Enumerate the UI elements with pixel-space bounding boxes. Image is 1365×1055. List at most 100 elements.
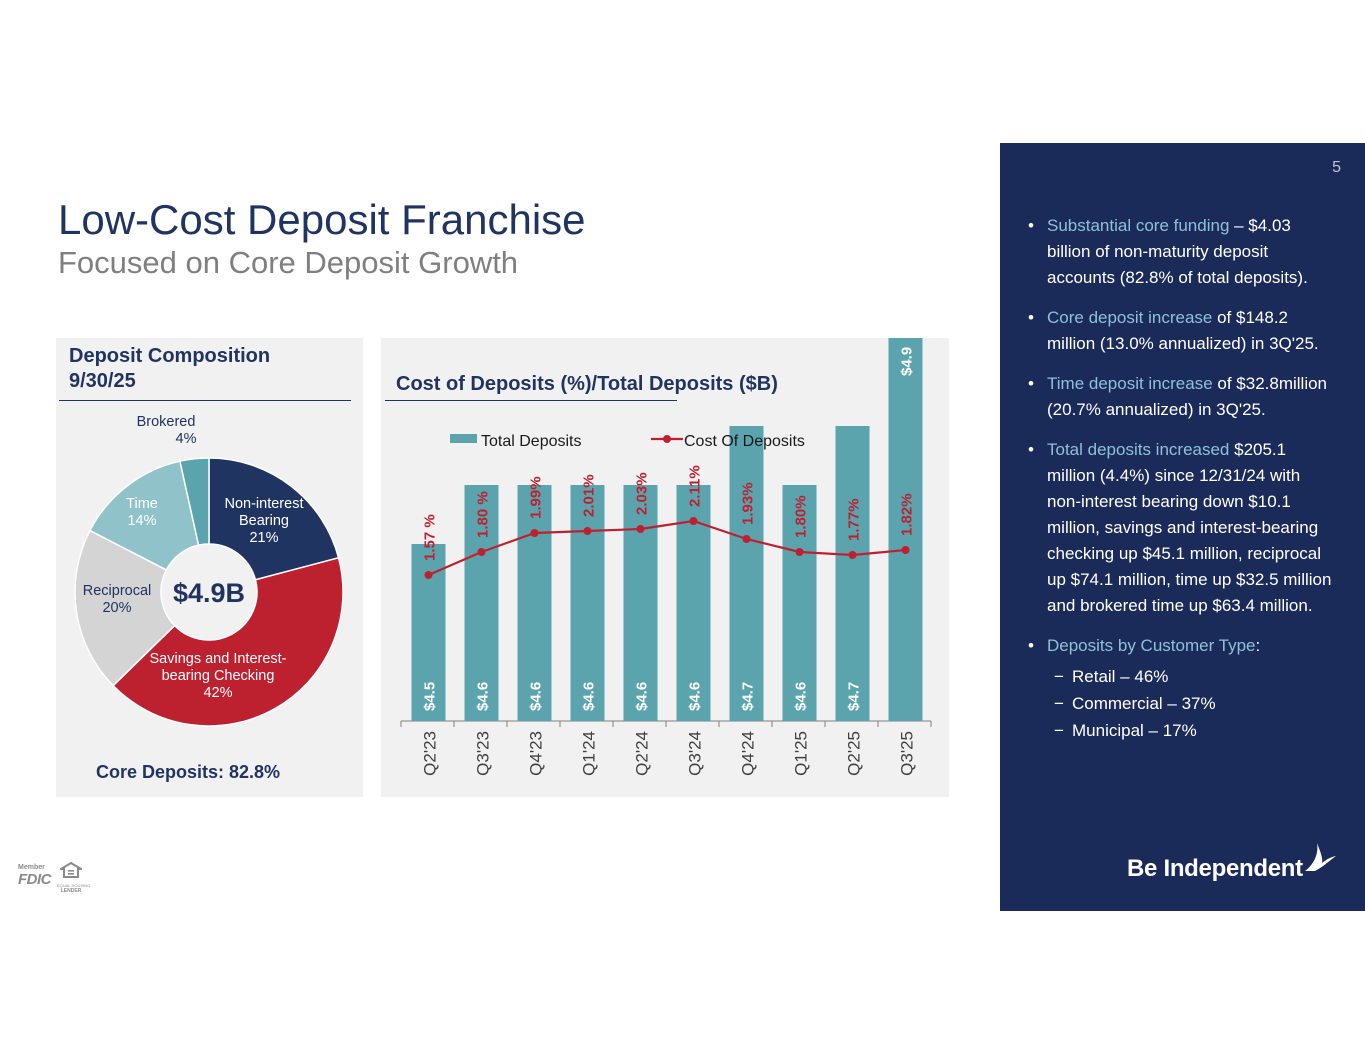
fdic-member-label: Member [18, 864, 45, 871]
highlight-customer-type: Deposits by Customer Type: Retail – 46% … [1028, 633, 1333, 744]
x-tick-label: Q3'24 [686, 731, 705, 776]
x-tick-label: Q3'25 [898, 731, 917, 776]
legend-marker-cost-of-deposits [663, 435, 671, 443]
equal-housing-lender-badge: EQUAL HOUSING LENDER [57, 861, 91, 894]
cost-of-deposits-line [428, 519, 906, 577]
x-tick-label: Q2'24 [633, 731, 652, 776]
equal-housing-label-2: LENDER [60, 888, 82, 894]
deposit-composition-panel: Deposit Composition 9/30/25 Non-interest… [56, 338, 363, 797]
slice-label: 20% [102, 600, 131, 616]
cost-of-deposits-label: 1.99% [528, 476, 545, 519]
x-tick-label: Q1'24 [580, 731, 599, 776]
donut-slice [179, 457, 210, 547]
x-tick-label: Q3'23 [474, 731, 493, 776]
deposit-bar-label: $4.5 [422, 682, 439, 711]
slice-label: 21% [249, 530, 278, 546]
cost-of-deposits-label: 1.77% [846, 498, 863, 541]
donut-slice [112, 556, 344, 727]
highlight-core-deposit-increase-label: Core deposit increase [1047, 308, 1213, 327]
brand-logo-text: Be Independent [1127, 855, 1303, 882]
core-deposits-label: Core Deposits: 82.8% [96, 762, 281, 782]
deposit-bar [888, 338, 923, 721]
deposit-bar-label: $4.6 [528, 682, 545, 711]
legend-swatch-total-deposits [450, 434, 477, 443]
slice-label: Reciprocal [83, 583, 152, 599]
deposit-composition-rule [59, 400, 351, 401]
customer-type-item: Commercial – 37% [1047, 690, 1333, 717]
slice-label: Non-interest [225, 496, 304, 512]
deposit-bar [570, 485, 605, 721]
highlight-total-deposits-text: $205.1 million (4.4%) since 12/31/24 wit… [1047, 440, 1332, 615]
x-tick-label: Q4'23 [527, 731, 546, 776]
cost-of-deposits-label: 1.93% [740, 482, 757, 525]
cost-of-deposits-point [583, 527, 592, 535]
brand-logo: Be Independent [1127, 843, 1336, 883]
legend-label-total-deposits: Total Deposits [481, 433, 582, 450]
cost-of-deposits-point [848, 551, 857, 559]
x-tick-label: Q4'24 [739, 731, 758, 776]
slice-label: Bearing [239, 513, 289, 529]
cost-of-deposits-point [636, 525, 645, 533]
donut-center-label: $4.9B [173, 578, 245, 608]
page-title: Low-Cost Deposit Franchise [58, 196, 586, 243]
slice-label: 4% [176, 431, 197, 447]
slice-label: 42% [203, 685, 232, 701]
cost-of-deposits-label: 2.11% [687, 465, 704, 507]
cost-of-deposits-label: 2.03% [634, 472, 651, 515]
x-tick-label: Q2'25 [845, 731, 864, 776]
deposit-bar-label: $4.6 [793, 682, 810, 711]
cost-of-deposits-label: 2.01% [581, 474, 598, 517]
highlight-total-deposits-label: Total deposits increased [1047, 440, 1230, 459]
deposit-composition-title-line1: Deposit Composition [69, 345, 271, 367]
deposit-bar-label: $4.6 [634, 682, 651, 711]
deposit-bar [782, 485, 817, 721]
cost-of-deposits-label: 1.80% [793, 495, 810, 538]
deposit-bar [517, 485, 552, 721]
cost-of-deposits-label: 1.57 % [422, 514, 439, 561]
deposit-composition-title-line2: 9/30/25 [69, 370, 136, 392]
highlight-customer-type-text: : [1255, 636, 1261, 655]
slice-label: Savings and Interest- [149, 651, 286, 667]
cost-of-deposits-chart: $4.5 Q2'23 $4.6 Q3'23 $4.6 Q4'23 $4.6 Q1'24 $4.6… [400, 338, 932, 776]
customer-type-item: Municipal – 17% [1047, 717, 1333, 744]
highlight-core-funding-text: – $4.03 billion of non-maturity deposit … [1047, 216, 1308, 287]
fdic-label: FDIC [18, 871, 52, 888]
deposit-bar-label: $4.6 [581, 682, 598, 711]
deposit-bar-label: $4.6 [475, 682, 492, 711]
equal-housing-icon [57, 861, 85, 878]
cost-of-deposits-point [795, 548, 804, 556]
page-number: 5 [1332, 159, 1341, 176]
highlight-core-funding-label: Substantial core funding [1047, 216, 1230, 235]
cost-of-deposits-point [530, 529, 539, 537]
legend-label-cost-of-deposits: Cost Of Deposits [684, 433, 805, 450]
slice-label: 14% [127, 513, 156, 529]
deposit-bar [623, 485, 658, 721]
deposit-bar-label: $4.6 [687, 682, 704, 711]
highlight-core-deposit-increase: Core deposit increase of $148.2 million … [1028, 305, 1333, 357]
highlight-time-deposit-increase: Time deposit increase of $32.8million (2… [1028, 371, 1333, 423]
page-subtitle: Focused on Core Deposit Growth [58, 245, 519, 280]
highlight-customer-type-label: Deposits by Customer Type [1047, 636, 1256, 655]
highlights-sidebar: 5 Substantial core funding – $4.03 billi… [1000, 143, 1365, 911]
deposit-bar [464, 485, 499, 721]
highlight-time-deposit-increase-text: of $32.8million (20.7% annualized) in 3Q… [1047, 374, 1328, 419]
cost-of-deposits-title: Cost of Deposits (%)/Total Deposits ($B) [396, 373, 778, 395]
bird-icon [1305, 843, 1336, 871]
cost-of-deposits-point [477, 548, 486, 556]
cost-of-deposits-point [424, 571, 433, 579]
donut-slice [208, 457, 340, 581]
highlight-time-deposit-increase-label: Time deposit increase [1047, 374, 1213, 393]
equal-housing-label-1: EQUAL HOUSING [57, 883, 91, 888]
donut-slice [88, 460, 200, 571]
deposit-bar [729, 426, 764, 721]
cost-of-deposits-label: 1.82% [899, 493, 916, 536]
deposit-bar-label: $4.7 [846, 682, 863, 711]
customer-type-item: Retail – 46% [1047, 663, 1333, 690]
slice-label: Time [126, 496, 158, 512]
cost-of-deposits-point [901, 546, 910, 554]
cost-of-deposits-label: 1.80 % [475, 491, 492, 538]
highlight-core-funding: Substantial core funding – $4.03 billion… [1028, 213, 1333, 291]
x-tick-label: Q1'25 [792, 731, 811, 776]
slice-label: bearing Checking [162, 668, 275, 684]
